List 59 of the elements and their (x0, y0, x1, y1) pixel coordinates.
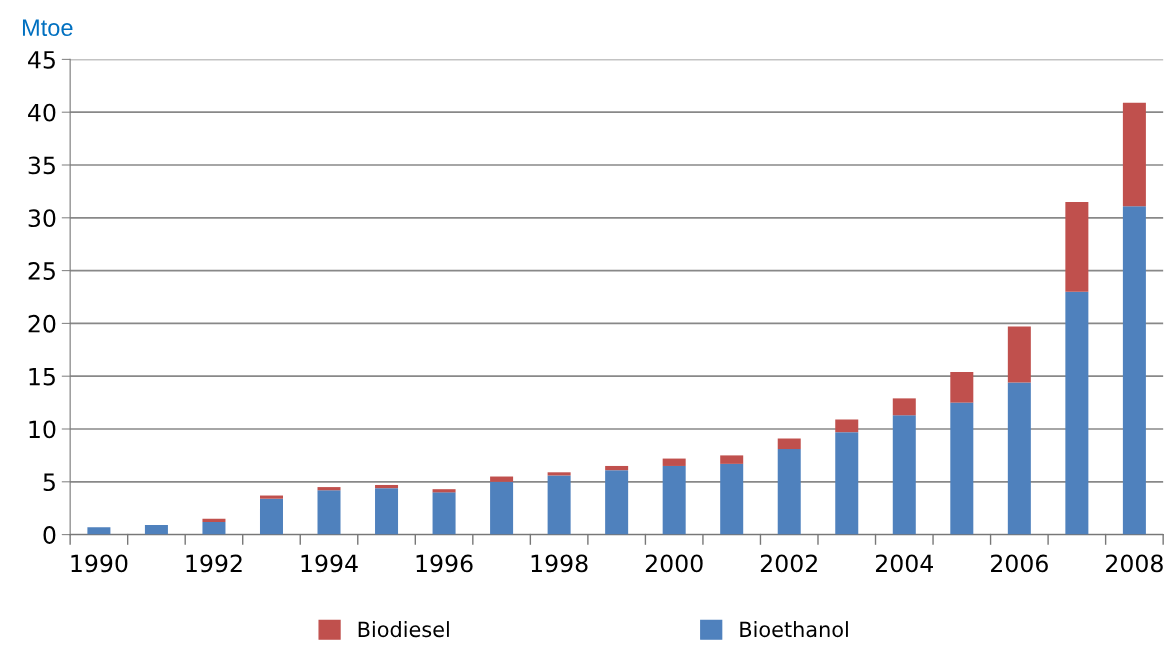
x-tick-label: 2000 (645, 554, 703, 573)
y-tick-label: 40 (28, 103, 56, 122)
x-tick-label: 1992 (186, 554, 242, 573)
bar (547, 472, 571, 476)
bar (835, 432, 859, 535)
x-tick-label: 1996 (416, 554, 473, 573)
bar (950, 402, 974, 535)
bar (1065, 291, 1089, 535)
bar (892, 415, 916, 535)
bar (835, 419, 859, 433)
y-tick-label: 0 (43, 526, 56, 544)
bar (1122, 206, 1146, 535)
bar (317, 487, 341, 491)
bar (1007, 326, 1031, 383)
bar (259, 495, 283, 499)
y-tick-label: 25 (28, 262, 55, 280)
y-tick-label: 35 (28, 156, 55, 175)
y-tick-label: 15 (29, 367, 55, 386)
legend-label: Bioethanol (740, 621, 848, 638)
bar (432, 489, 456, 493)
bar (605, 470, 629, 535)
bar (87, 527, 111, 535)
bar (1007, 382, 1031, 535)
y-tick-label: 10 (29, 420, 56, 439)
bar (777, 449, 801, 535)
bar (490, 481, 514, 535)
bar (375, 484, 399, 489)
bar (720, 455, 744, 464)
bar (777, 438, 801, 450)
x-tick-label: 1990 (71, 554, 128, 573)
bar (662, 465, 686, 535)
bar (892, 398, 916, 416)
y-tick-label: 5 (43, 473, 55, 492)
bar (202, 518, 226, 522)
x-tick-label: 1994 (301, 554, 358, 573)
bar (375, 488, 399, 535)
bar (259, 498, 283, 535)
y-tick-label: 45 (28, 51, 55, 69)
bar (720, 463, 744, 535)
bar (144, 525, 168, 535)
x-tick-label: 2008 (1106, 554, 1163, 573)
y-tick-label: 30 (28, 209, 56, 228)
bar (432, 492, 456, 535)
bar (662, 458, 686, 466)
y-tick-label: 20 (28, 314, 56, 333)
x-tick-label: 2006 (991, 554, 1048, 573)
y-axis-title: Mtoe (22, 19, 73, 37)
x-tick-label: 2002 (760, 554, 817, 573)
bar (202, 521, 226, 535)
x-tick-label: 2004 (875, 554, 933, 573)
legend-label: Biodiesel (358, 621, 449, 638)
bar (317, 490, 341, 535)
bar (547, 475, 571, 535)
bar (1065, 201, 1089, 292)
bar (1122, 102, 1146, 207)
bar (950, 371, 974, 403)
bar (490, 476, 514, 482)
bar (605, 465, 629, 471)
x-tick-label: 1998 (531, 554, 588, 573)
